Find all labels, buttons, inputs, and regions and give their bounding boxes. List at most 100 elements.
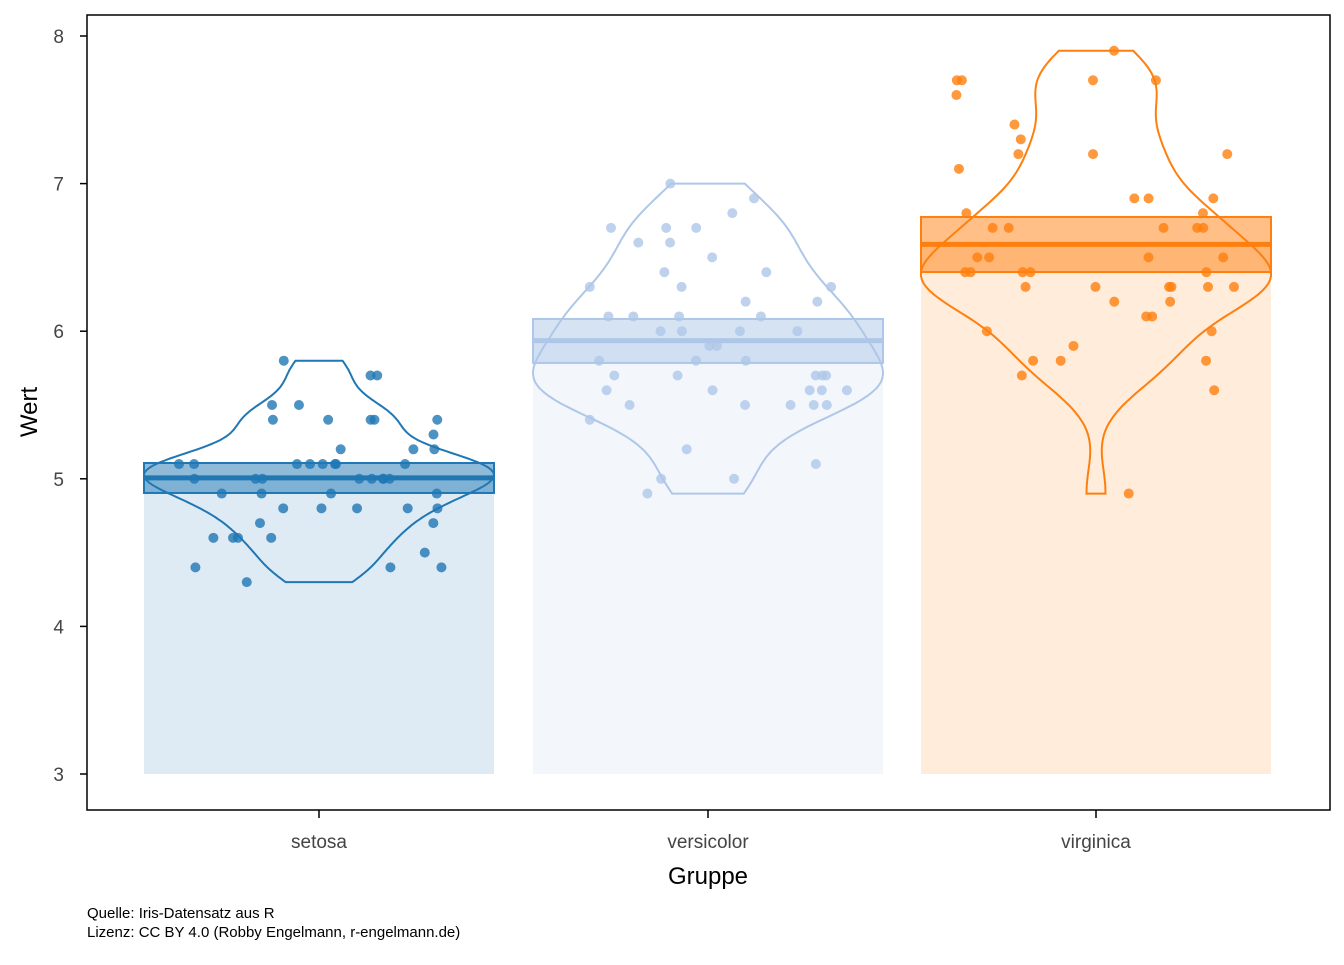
y-tick-label: 7 <box>53 175 64 196</box>
data-point-virginica <box>1129 193 1140 204</box>
data-point-versicolor <box>633 237 644 248</box>
data-point-virginica <box>1218 252 1229 263</box>
data-point-setosa <box>431 488 442 499</box>
data-point-setosa <box>254 518 265 529</box>
y-tick-label: 8 <box>53 27 64 48</box>
data-point-versicolor <box>584 281 595 292</box>
data-point-versicolor <box>676 281 687 292</box>
data-point-virginica <box>1016 370 1027 381</box>
data-point-virginica <box>1109 296 1120 307</box>
data-point-setosa <box>325 488 336 499</box>
data-point-virginica <box>1197 208 1208 219</box>
data-point-virginica <box>1203 281 1214 292</box>
data-point-virginica <box>1143 252 1154 263</box>
data-point-versicolor <box>740 400 751 410</box>
bar-versicolor <box>533 340 883 774</box>
data-point-setosa <box>278 503 289 514</box>
data-point-setosa <box>323 414 334 425</box>
data-point-virginica <box>1143 193 1154 204</box>
data-point-versicolor <box>804 385 815 396</box>
data-point-virginica <box>1201 355 1212 366</box>
data-point-versicolor <box>672 370 683 381</box>
data-point-versicolor <box>785 400 796 410</box>
data-point-virginica <box>1025 267 1036 278</box>
data-point-virginica <box>1088 149 1099 160</box>
data-point-setosa <box>365 370 376 381</box>
data-point-versicolor <box>674 311 685 322</box>
data-point-setosa <box>378 473 389 484</box>
data-point-virginica <box>960 267 971 278</box>
data-point-versicolor <box>594 355 605 366</box>
data-point-versicolor <box>676 326 687 337</box>
data-point-versicolor <box>661 222 672 233</box>
data-point-setosa <box>335 444 346 455</box>
data-point-versicolor <box>681 444 692 455</box>
data-point-setosa <box>385 562 396 573</box>
data-point-virginica <box>1123 488 1134 499</box>
data-point-versicolor <box>603 311 614 322</box>
data-point-setosa <box>266 532 277 543</box>
data-point-versicolor <box>659 267 670 278</box>
data-point-virginica <box>981 326 992 337</box>
data-point-virginica <box>1165 296 1176 307</box>
data-point-virginica <box>972 252 983 263</box>
data-point-versicolor <box>808 400 819 410</box>
data-point-virginica <box>1147 311 1158 322</box>
data-point-virginica <box>1208 193 1219 204</box>
data-point-versicolor <box>761 267 772 278</box>
data-point-versicolor <box>584 414 595 425</box>
data-point-versicolor <box>740 296 751 307</box>
data-point-setosa <box>216 488 227 499</box>
data-point-versicolor <box>624 400 635 410</box>
data-point-setosa <box>293 400 304 410</box>
y-tick-label: 4 <box>53 617 64 638</box>
data-point-versicolor <box>729 473 740 484</box>
data-point-virginica <box>1206 326 1217 337</box>
data-point-virginica <box>953 163 964 174</box>
data-point-setosa <box>432 503 443 514</box>
data-point-virginica <box>1192 222 1203 233</box>
y-axis: 3 4 5 6 7 8 <box>53 27 87 786</box>
data-point-virginica <box>1222 149 1233 160</box>
y-axis-title: Wert <box>16 387 43 438</box>
plot-area <box>142 45 1272 774</box>
data-point-versicolor <box>655 326 666 337</box>
data-point-versicolor <box>826 281 837 292</box>
data-point-versicolor <box>711 340 722 351</box>
data-point-virginica <box>1009 119 1020 130</box>
caption-source: Quelle: Iris-Datensatz aus R <box>87 905 275 922</box>
data-point-versicolor <box>690 355 701 366</box>
data-point-versicolor <box>601 385 612 396</box>
data-point-versicolor <box>656 473 667 484</box>
data-point-versicolor <box>740 355 751 366</box>
data-point-versicolor <box>665 178 676 189</box>
data-point-virginica <box>951 90 962 101</box>
data-point-virginica <box>1017 267 1028 278</box>
data-point-setosa <box>267 414 278 425</box>
data-point-setosa <box>419 547 430 558</box>
data-point-virginica <box>1055 355 1066 366</box>
data-point-versicolor <box>792 326 803 337</box>
y-tick-label: 5 <box>53 470 64 491</box>
data-point-virginica <box>956 75 967 86</box>
data-point-virginica <box>1015 134 1026 145</box>
data-point-virginica <box>1209 385 1220 396</box>
data-point-setosa <box>428 429 439 440</box>
y-tick-label: 3 <box>53 765 64 786</box>
data-point-versicolor <box>817 370 828 381</box>
data-point-setosa <box>400 459 411 470</box>
data-point-versicolor <box>749 193 760 204</box>
data-point-setosa <box>366 473 377 484</box>
data-point-virginica <box>1003 222 1014 233</box>
data-point-versicolor <box>691 222 702 233</box>
x-axis-title: Gruppe <box>668 863 748 890</box>
data-point-virginica <box>1228 281 1239 292</box>
data-point-versicolor <box>810 459 821 470</box>
data-point-setosa <box>228 532 239 543</box>
data-point-versicolor <box>606 222 617 233</box>
data-point-virginica <box>1028 355 1039 366</box>
caption-license: Lizenz: CC BY 4.0 (Robby Engelmann, r-en… <box>87 924 460 941</box>
data-point-setosa <box>428 518 439 529</box>
data-point-virginica <box>1068 340 1079 351</box>
x-tick-label-virginica: virginica <box>1061 832 1131 853</box>
